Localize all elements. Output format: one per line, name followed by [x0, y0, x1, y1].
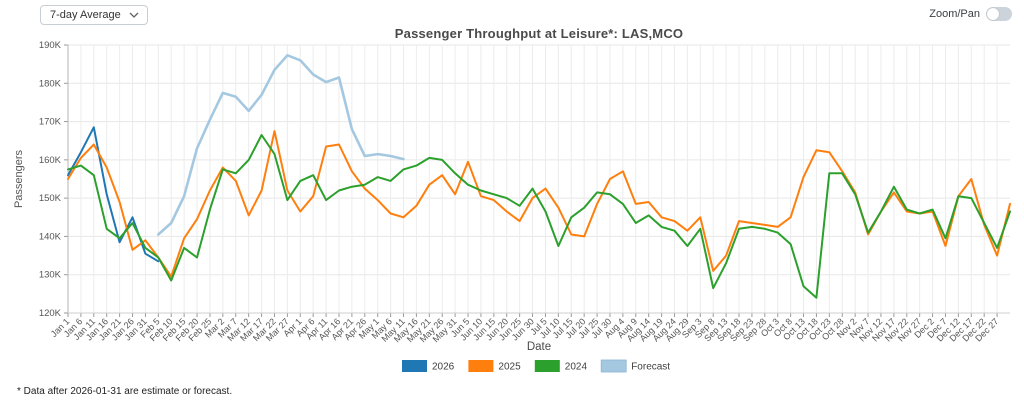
series-line-2024: [67, 134, 1011, 299]
y-tick-label: 180K: [39, 78, 62, 89]
zoom-pan-control: Zoom/Pan: [929, 7, 1012, 21]
y-tick-label: 170K: [39, 117, 62, 128]
average-selector-value: 7-day Average: [50, 9, 121, 21]
x-gridlines: [67, 45, 998, 317]
legend: 2026 2025 2024 Forecast: [402, 359, 670, 373]
legend-item-2024[interactable]: 2024: [534, 360, 588, 373]
toggle-knob-icon: [987, 8, 999, 20]
x-axis-title: Date: [527, 341, 551, 353]
legend-swatch: [600, 359, 627, 373]
legend-swatch: [468, 360, 494, 372]
y-tick-label: 130K: [39, 270, 62, 281]
legend-item-2025[interactable]: 2025: [468, 360, 521, 373]
series-line-2026: [67, 126, 160, 263]
chart-canvas[interactable]: 120K 130K 140K 150K 160K 170K 180K 190K Jan 1Jan…: [0, 28, 1024, 378]
throughput-chart[interactable]: 120K 130K 140K 150K 160K 170K 180K 190K Jan 1 Jan…: [0, 28, 1024, 378]
y-tick-label: 190K: [39, 40, 62, 51]
chevron-down-icon: [129, 12, 139, 18]
y-tick-label: 140K: [39, 231, 62, 242]
legend-label: 2024: [565, 362, 588, 373]
legend-swatch: [402, 360, 427, 372]
legend-item-2026[interactable]: 2026: [402, 360, 455, 373]
legend-label: 2026: [432, 362, 455, 373]
legend-label: Forecast: [631, 362, 670, 373]
zoom-pan-toggle[interactable]: [986, 7, 1012, 21]
y-tick-label: 160K: [39, 155, 62, 166]
series-lines: [67, 54, 1011, 299]
legend-item-forecast[interactable]: Forecast: [600, 359, 670, 373]
series-line-forecast: [157, 54, 405, 236]
footnote: * Data after 2026-01-31 are estimate or …: [17, 386, 233, 397]
series-line-2025: [67, 130, 1011, 278]
average-selector[interactable]: 7-day Average: [40, 5, 148, 25]
y-axis-title: Passengers: [13, 149, 25, 208]
legend-swatch: [534, 360, 560, 372]
y-tick-label: 150K: [39, 193, 62, 204]
zoom-pan-label: Zoom/Pan: [929, 8, 980, 20]
chart-title: Passenger Throughput at Leisure*: LAS,MC…: [394, 26, 684, 41]
legend-label: 2025: [498, 362, 521, 373]
y-tick-label: 120K: [39, 308, 62, 319]
